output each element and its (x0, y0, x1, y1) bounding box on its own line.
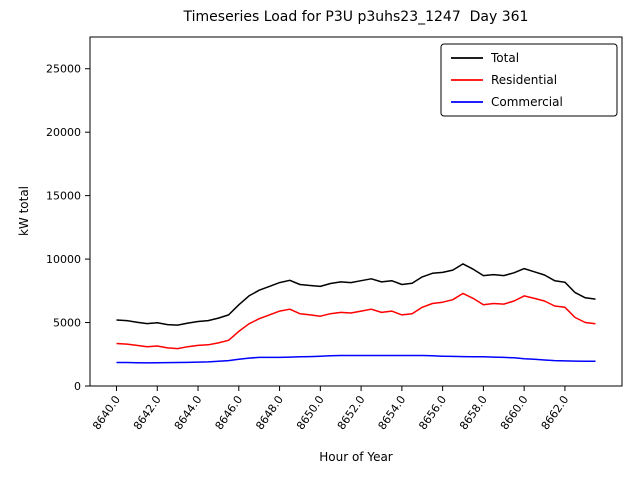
legend-label-total: Total (490, 51, 519, 65)
y-tick-label: 20000 (46, 126, 81, 139)
chart-title: Timeseries Load for P3U p3uhs23_1247 Day… (183, 9, 529, 25)
x-tick-label: 8652.0 (335, 393, 368, 432)
y-tick-label: 5000 (53, 317, 81, 330)
y-tick-label: 0 (74, 380, 81, 393)
axes-frame (89, 36, 623, 387)
x-tick-label: 8660.0 (498, 393, 531, 432)
legend-box (440, 43, 618, 117)
series-line-total (116, 263, 596, 326)
x-tick-label: 8654.0 (376, 393, 409, 432)
series-line-commercial (116, 354, 596, 364)
x-tick-label: 8640.0 (90, 393, 123, 432)
x-tick-label: 8658.0 (457, 393, 490, 432)
y-tick-label: 25000 (46, 63, 81, 76)
y-tick-label: 10000 (46, 253, 81, 266)
x-tick-label: 8648.0 (253, 393, 286, 432)
x-tick-label: 8656.0 (416, 393, 449, 432)
x-tick-label: 8642.0 (131, 393, 164, 432)
x-tick-label: 8650.0 (294, 393, 327, 432)
x-tick-label: 8644.0 (172, 393, 205, 432)
x-axis-label: Hour of Year (319, 450, 393, 464)
legend-label-residential: Residential (491, 73, 557, 87)
legend-label-commercial: Commercial (491, 95, 563, 109)
y-tick-label: 15000 (46, 190, 81, 203)
x-tick-label: 8662.0 (539, 393, 572, 432)
series-line-residential (116, 292, 596, 350)
x-tick-label: 8646.0 (213, 393, 246, 432)
